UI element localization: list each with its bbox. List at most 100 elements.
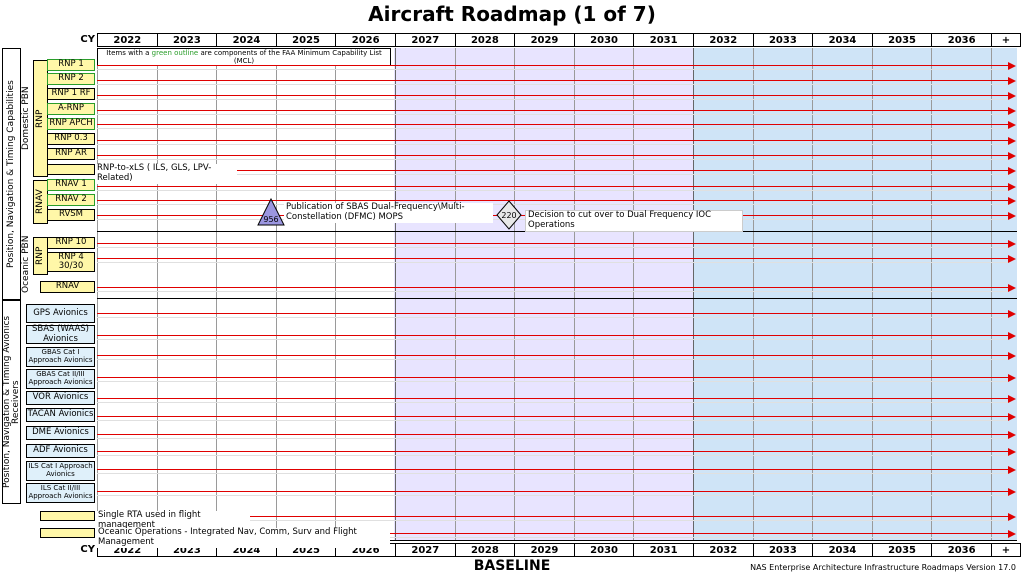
row-gridline: [97, 262, 1008, 263]
arrowhead-icon: [1008, 120, 1016, 129]
arrowhead-icon: [1008, 283, 1016, 292]
roadmap-item-gps[interactable]: GPS Avionics: [26, 304, 95, 323]
year-gridline: [871, 48, 873, 540]
arrowhead-icon: [1008, 182, 1016, 191]
timeline-arrow-rta: [248, 516, 1008, 517]
year-gridline: [931, 48, 933, 540]
timeline-arrow-rnav2: [97, 200, 1008, 201]
arrowhead-icon: [1008, 331, 1016, 340]
timeline-arrow-ils23: [97, 491, 1008, 492]
roadmap-item-rnp03[interactable]: RNP 0.3: [47, 133, 95, 145]
roadmap-item-rnpapch[interactable]: RNP APCH: [47, 118, 95, 130]
arrowhead-icon: [1008, 136, 1016, 145]
row-gridline: [97, 420, 1008, 421]
milestone-220-diamond-icon[interactable]: 220: [496, 200, 522, 230]
top-year-2029: 2029: [514, 33, 575, 47]
top-year-2027: 2027: [395, 33, 456, 47]
roadmap-item-rnp1rf[interactable]: RNP 1 RF: [47, 88, 95, 100]
row-gridline: [97, 159, 1008, 160]
row-gridline: [97, 359, 1008, 360]
roadmap-item-gbas1[interactable]: GBAS Cat I Approach Avionics: [26, 347, 95, 367]
arrowhead-icon: [1008, 394, 1016, 403]
timeline-arrow-rnpapch: [97, 124, 1008, 125]
top-year-2024: 2024: [216, 33, 277, 47]
row-gridline: [97, 473, 1008, 474]
year-gridline: [395, 48, 396, 540]
timeline-arrow-gbas1: [97, 355, 1008, 356]
year-gridline: [991, 48, 992, 540]
timeline-arrow-rnav: [97, 287, 1008, 288]
roadmap-item-tacan[interactable]: TACAN Avionics: [26, 408, 95, 422]
legend-note: Items with a green outline are component…: [97, 48, 391, 66]
milestone-956-triangle-icon[interactable]: 956: [257, 198, 285, 226]
arrowhead-icon: [1008, 106, 1016, 115]
timeline-arrow-rnp1: [97, 65, 1008, 66]
year-gridline: [573, 48, 575, 540]
roadmap-item-rnav2[interactable]: RNAV 2: [47, 194, 95, 206]
roadmap-item-dme[interactable]: DME Avionics: [26, 426, 95, 440]
bottom-year-2027: 2027: [395, 543, 456, 557]
timeline-arrow-rnp2: [97, 80, 1008, 81]
roadmap-item-ils1[interactable]: ILS Cat I Approach Avionics: [26, 461, 95, 481]
arrowhead-icon: [1008, 487, 1016, 496]
timeline-arrow-sbas: [97, 335, 1008, 336]
year-gridline: [693, 48, 694, 540]
roadmap-item-rnp1[interactable]: RNP 1: [47, 59, 95, 71]
roadmap-item-rnp4[interactable]: RNP 4 30/30: [47, 252, 95, 272]
arrowhead-icon: [1008, 529, 1016, 538]
top-year-2035: 2035: [871, 33, 933, 47]
row-gridline: [97, 247, 1008, 248]
arrowhead-icon: [1008, 76, 1016, 85]
roadmap-note-oceanic: Oceanic Operations - Integrated Nav, Com…: [96, 527, 390, 548]
roadmap-item-sbas[interactable]: SBAS (WAAS) Avionics: [26, 324, 95, 344]
arrowhead-icon: [1008, 412, 1016, 421]
arrowhead-icon: [1008, 430, 1016, 439]
row-gridline: [97, 291, 1008, 292]
top-year-plus: +: [991, 33, 1021, 47]
roadmap-item-rnp10[interactable]: RNP 10: [47, 237, 95, 249]
year-gridline: [514, 48, 516, 540]
bottom-year-2036: 2036: [931, 543, 992, 557]
year-header-top: CY 2022 2023 2024 2025 2026 2027 2028 2029 2030 2…: [70, 33, 1021, 48]
roadmap-item-rnav[interactable]: RNAV: [40, 281, 95, 293]
roadmap-item-rnp2[interactable]: RNP 2: [47, 73, 95, 85]
top-year-2034: 2034: [812, 33, 873, 47]
row-gridline: [97, 339, 1008, 340]
row-gridline: [97, 381, 1008, 382]
roadmap-item-rnpxls[interactable]: [47, 164, 95, 175]
arrowhead-icon: [1008, 91, 1016, 100]
arrowhead-icon: [1008, 373, 1016, 382]
roadmap-item-arnp[interactable]: A-RNP: [47, 103, 95, 115]
timeline-arrow-rnav1: [97, 186, 1008, 187]
year-gridline: [812, 48, 814, 540]
bottom-year-2035: 2035: [871, 543, 933, 557]
arrowhead-icon: [1008, 447, 1016, 456]
row-gridline: [97, 520, 1008, 521]
roadmap-item-adf[interactable]: ADF Avionics: [26, 444, 95, 458]
bottom-year-2032: 2032: [693, 543, 754, 557]
roadmap-item-rnav1[interactable]: RNAV 1: [47, 179, 95, 191]
year-gridline: [454, 48, 456, 540]
roadmap-item-rnpar[interactable]: RNP AR: [47, 148, 95, 160]
roadmap-item-gbas23[interactable]: GBAS Cat II/III Approach Avionics: [26, 369, 95, 389]
top-year-2031: 2031: [633, 33, 694, 47]
timeline-arrow-rnpar: [97, 155, 1008, 156]
roadmap-item-oceanic[interactable]: [40, 528, 95, 538]
cy-label-top: CY: [80, 34, 95, 45]
bottom-year-2031: 2031: [633, 543, 694, 557]
roadmap-item-ils23[interactable]: ILS Cat II/III Approach Avionics: [26, 483, 95, 503]
version-label: NAS Enterprise Architecture Infrastructu…: [750, 563, 1016, 572]
milestone-220-text: Decision to cut over to Dual Frequency I…: [525, 210, 743, 232]
roadmap-item-rvsm[interactable]: RVSM: [47, 209, 95, 221]
roadmap-item-vor[interactable]: VOR Avionics: [26, 391, 95, 405]
row-gridline: [97, 114, 1008, 115]
bottom-year-2028: 2028: [454, 543, 516, 557]
row-gridline: [97, 144, 1008, 145]
arrowhead-icon: [1008, 61, 1016, 70]
page-title: Aircraft Roadmap (1 of 7): [368, 2, 656, 26]
row-gridline: [97, 84, 1008, 85]
year-gridline: [752, 48, 754, 540]
timeline-arrow-rnp4: [97, 258, 1008, 259]
cy-label-bottom: CY: [80, 544, 95, 555]
roadmap-item-rta[interactable]: [40, 511, 95, 521]
